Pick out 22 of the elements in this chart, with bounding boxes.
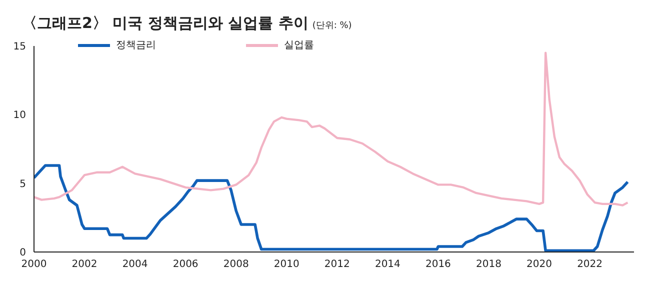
x-tick-label: 2012: [324, 259, 350, 270]
x-tick-label: 2020: [526, 259, 552, 270]
x-tick-label: 2018: [476, 259, 502, 270]
legend-label: 정책금리: [116, 39, 156, 52]
x-tick-label: 2002: [72, 259, 98, 270]
x-tick-label: 2010: [274, 259, 300, 270]
y-tick-label: 10: [13, 110, 26, 122]
x-tick-label: 2008: [223, 259, 249, 270]
legend-label: 실업률: [284, 39, 314, 52]
x-tick-label: 2022: [577, 259, 603, 270]
chart-title: 〈그래프2〉 미국 정책금리와 실업률 추이: [22, 14, 308, 32]
x-tick-label: 2016: [425, 259, 451, 270]
x-tick-label: 2014: [374, 259, 400, 270]
y-tick-label: 5: [20, 178, 26, 190]
y-tick-label: 15: [13, 42, 26, 53]
x-tick-label: 2004: [122, 259, 148, 270]
x-tick-label: 2006: [172, 259, 198, 270]
chart-subtitle: (단위: %): [312, 21, 352, 31]
y-tick-label: 0: [20, 248, 26, 259]
x-tick-label: 2000: [21, 259, 47, 270]
line-series: [34, 164, 630, 252]
line-series: [34, 52, 629, 206]
